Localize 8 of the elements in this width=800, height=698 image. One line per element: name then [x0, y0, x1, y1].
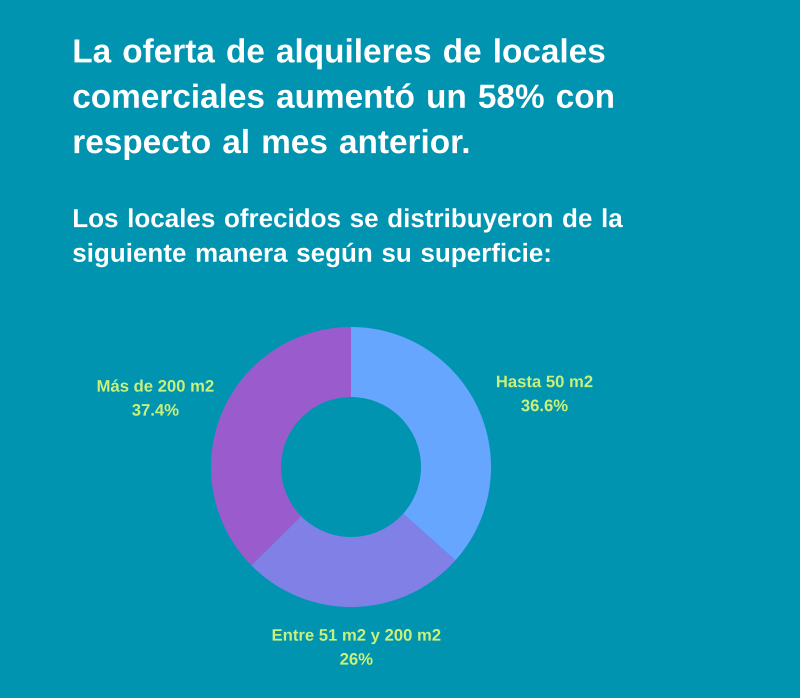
slice-label: Entre 51 m2 y 200 m2 [272, 629, 440, 644]
slice-label: Hasta 50 m2 [496, 376, 592, 388]
chart-subtitle: Los locales ofrecidos se distribuyeron de la siguiente manera según su superficie: [73, 208, 623, 268]
slice-label: Más de 200 m2 [98, 379, 214, 392]
data-label: 36.6% [521, 400, 568, 412]
chart-title: La oferta de alquileres de locales comerciales aumentó un 58% con respecto al mes anterior. [74, 38, 613, 160]
data-label: 26% [340, 653, 373, 665]
data-label: 37.4% [132, 404, 179, 416]
